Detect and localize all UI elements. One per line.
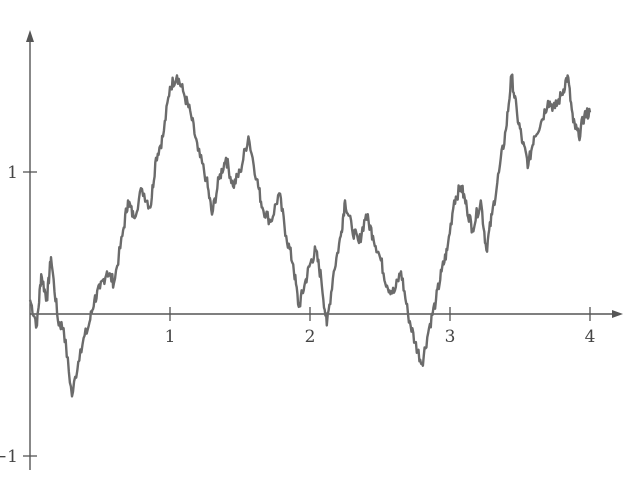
series-group <box>28 73 592 398</box>
x-tick-label: 3 <box>445 327 456 347</box>
y-tick-label: 1 <box>7 163 18 183</box>
y-axis-arrow <box>26 30 34 42</box>
x-tick-label: 1 <box>165 327 176 347</box>
x-tick-label: 4 <box>585 327 596 347</box>
x-axis-arrow <box>612 310 623 318</box>
x-tick-label: 2 <box>305 327 316 347</box>
y-tick-label: −1 <box>0 447 18 467</box>
y-ticks: 1 −1 <box>0 163 37 467</box>
y-axis <box>26 30 34 470</box>
x-axis <box>30 310 623 318</box>
x-ticks: 1 2 3 4 <box>165 307 596 347</box>
series-line <box>28 73 592 398</box>
